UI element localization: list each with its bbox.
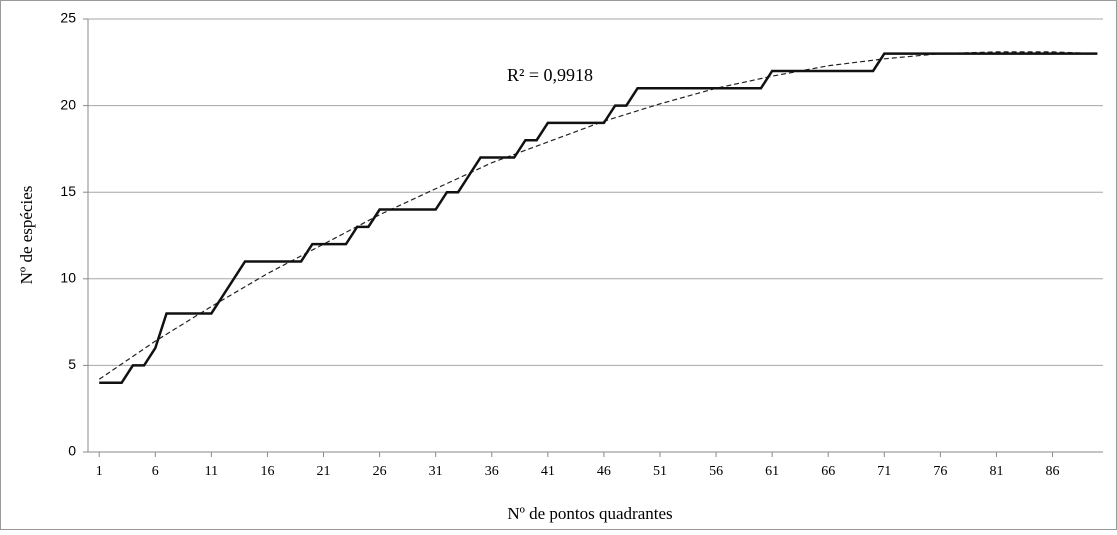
x-tick-label: 21 <box>317 464 331 479</box>
x-tick-label: 86 <box>1046 464 1060 479</box>
y-tick-label: 10 <box>60 270 76 286</box>
x-axis-label: Nº de pontos quadrantes <box>507 504 672 523</box>
y-tick-label: 0 <box>68 443 76 459</box>
x-tick-label: 36 <box>485 464 499 479</box>
x-tick-label: 66 <box>821 464 835 479</box>
x-tick-label: 46 <box>597 464 611 479</box>
y-tick-label: 15 <box>60 183 76 199</box>
y-axis-label: Nº de espécies <box>17 186 36 285</box>
x-tick-label: 56 <box>709 464 723 479</box>
x-tick-label: 51 <box>653 464 667 479</box>
y-tick-label: 5 <box>68 356 76 372</box>
x-tick-label: 1 <box>96 464 103 479</box>
x-tick-label: 76 <box>933 464 947 479</box>
x-tick-label: 81 <box>989 464 1003 479</box>
x-tick-label: 61 <box>765 464 779 479</box>
data-line <box>99 52 1098 384</box>
y-tick-label: 20 <box>60 96 76 112</box>
x-tick-label: 11 <box>205 464 218 479</box>
x-tick-label: 41 <box>541 464 555 479</box>
x-tick-label: 6 <box>152 464 159 479</box>
x-tick-label: 31 <box>429 464 443 479</box>
annotation: R² = 0,9918 <box>507 65 593 85</box>
x-tick-label: 71 <box>877 464 891 479</box>
x-tick-label: 26 <box>373 464 387 479</box>
y-tick-label: 25 <box>60 10 76 26</box>
x-tick-label: 16 <box>260 464 274 479</box>
